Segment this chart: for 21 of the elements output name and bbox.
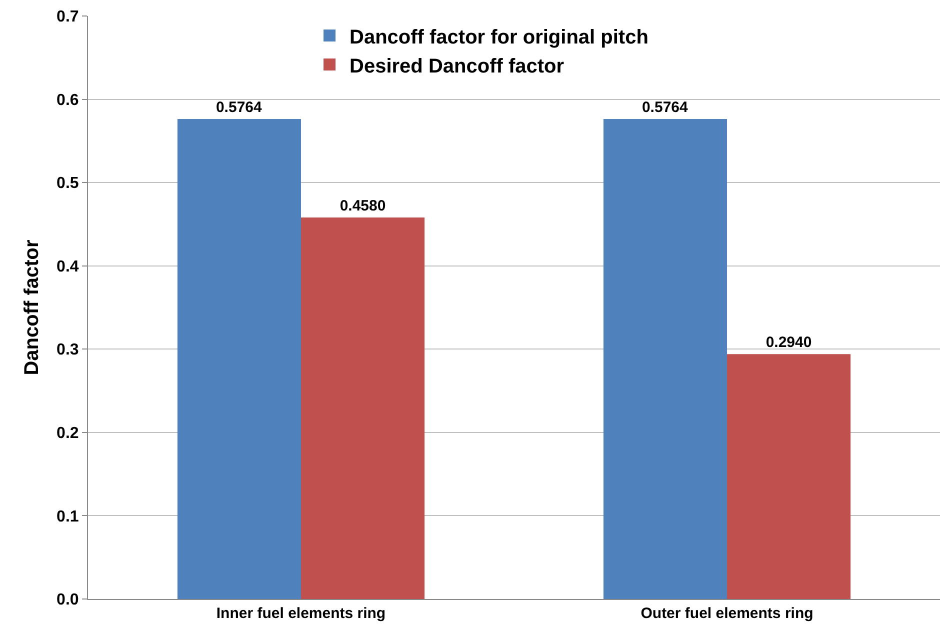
x-tick-label: Inner fuel elements ring: [216, 605, 386, 622]
y-tick-label: 0.7: [56, 8, 79, 26]
y-tick-label: 0.6: [56, 92, 79, 109]
bar: [301, 218, 425, 599]
bar: [603, 118, 727, 599]
y-axis-title: Dancoff factor: [21, 240, 44, 376]
data-label: 0.5764: [216, 98, 262, 116]
data-label: 0.2940: [766, 334, 812, 352]
y-tick-label: 0.1: [56, 508, 79, 526]
y-tick-label: 0.3: [56, 342, 79, 359]
bar: [177, 118, 301, 599]
x-tick-label: Outer fuel elements ring: [640, 605, 814, 622]
y-tick-label: 0.2: [56, 425, 79, 442]
legend-label: Desired Dancoff factor: [350, 55, 564, 78]
data-label: 0.4580: [340, 198, 386, 215]
y-tick-label: 0.5: [56, 175, 79, 192]
y-tick-label: 0.4: [56, 258, 79, 276]
y-tick-label: 0.0: [56, 592, 79, 609]
data-label: 0.5764: [642, 98, 688, 116]
bar: [727, 354, 851, 599]
legend-label: Dancoff factor for original pitch: [350, 26, 648, 48]
